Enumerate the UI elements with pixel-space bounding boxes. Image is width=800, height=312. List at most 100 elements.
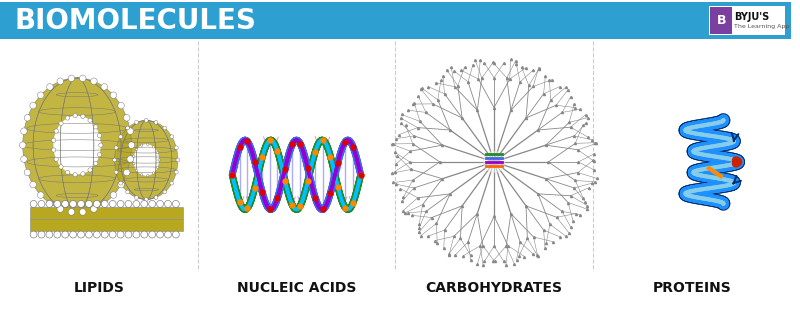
Circle shape — [30, 201, 37, 207]
Circle shape — [88, 168, 92, 172]
Circle shape — [173, 201, 179, 207]
Text: The Learning App: The Learning App — [734, 24, 790, 29]
Ellipse shape — [114, 120, 178, 199]
Circle shape — [118, 102, 124, 109]
Circle shape — [66, 116, 70, 120]
Circle shape — [157, 166, 158, 168]
Circle shape — [101, 84, 107, 90]
Circle shape — [141, 231, 148, 238]
Circle shape — [59, 121, 63, 125]
Ellipse shape — [22, 78, 131, 212]
Circle shape — [157, 151, 158, 154]
Text: B: B — [717, 14, 726, 27]
Circle shape — [133, 201, 140, 207]
Circle shape — [38, 231, 45, 238]
Circle shape — [30, 102, 36, 109]
Circle shape — [54, 231, 61, 238]
Circle shape — [109, 231, 116, 238]
Circle shape — [141, 201, 148, 207]
Circle shape — [57, 78, 63, 85]
Text: BYJU'S: BYJU'S — [734, 12, 770, 22]
Ellipse shape — [134, 144, 159, 176]
Circle shape — [94, 125, 98, 129]
Circle shape — [154, 120, 158, 124]
Circle shape — [118, 181, 124, 188]
Circle shape — [154, 196, 158, 199]
Circle shape — [38, 192, 44, 198]
Circle shape — [126, 190, 130, 194]
Circle shape — [66, 170, 70, 174]
Circle shape — [134, 196, 138, 199]
Circle shape — [54, 157, 58, 161]
Circle shape — [113, 158, 117, 162]
Circle shape — [98, 143, 103, 147]
Circle shape — [170, 181, 174, 185]
Text: CARBOHYDRATES: CARBOHYDRATES — [426, 281, 562, 295]
Circle shape — [114, 170, 118, 174]
Circle shape — [46, 231, 53, 238]
Ellipse shape — [54, 115, 101, 175]
Circle shape — [123, 115, 130, 121]
Circle shape — [141, 144, 143, 146]
Circle shape — [126, 126, 130, 130]
Circle shape — [57, 206, 63, 212]
Circle shape — [94, 201, 100, 207]
Circle shape — [51, 138, 56, 142]
Circle shape — [62, 231, 69, 238]
FancyBboxPatch shape — [710, 6, 785, 36]
Circle shape — [123, 169, 130, 176]
Circle shape — [90, 206, 97, 212]
Circle shape — [118, 135, 122, 139]
Circle shape — [78, 201, 85, 207]
Circle shape — [46, 84, 53, 90]
Circle shape — [101, 200, 107, 207]
Circle shape — [94, 231, 100, 238]
Circle shape — [157, 201, 163, 207]
Circle shape — [127, 128, 134, 134]
Text: LIPIDS: LIPIDS — [74, 281, 124, 295]
Circle shape — [157, 231, 163, 238]
Circle shape — [81, 172, 85, 176]
Circle shape — [146, 174, 149, 177]
Circle shape — [141, 173, 143, 176]
Circle shape — [125, 201, 132, 207]
Circle shape — [109, 201, 116, 207]
Circle shape — [73, 173, 78, 177]
Circle shape — [110, 192, 117, 198]
Circle shape — [86, 231, 92, 238]
Circle shape — [135, 148, 138, 151]
Circle shape — [59, 165, 63, 169]
Circle shape — [114, 146, 118, 150]
FancyBboxPatch shape — [710, 7, 732, 34]
Circle shape — [174, 170, 178, 174]
Circle shape — [86, 201, 92, 207]
Circle shape — [30, 181, 36, 188]
FancyBboxPatch shape — [30, 207, 183, 219]
Circle shape — [38, 92, 44, 99]
Circle shape — [81, 114, 85, 119]
Circle shape — [125, 231, 132, 238]
Circle shape — [21, 128, 27, 134]
Circle shape — [165, 231, 171, 238]
FancyBboxPatch shape — [0, 2, 790, 39]
Circle shape — [133, 163, 135, 165]
Circle shape — [127, 156, 134, 162]
Circle shape — [134, 120, 138, 124]
Circle shape — [152, 146, 154, 148]
Ellipse shape — [483, 151, 505, 173]
Circle shape — [73, 114, 78, 118]
Circle shape — [133, 155, 135, 157]
Circle shape — [163, 126, 166, 130]
Circle shape — [46, 200, 53, 207]
Circle shape — [79, 75, 86, 81]
Circle shape — [24, 169, 30, 176]
Circle shape — [174, 146, 178, 150]
Circle shape — [54, 129, 58, 133]
Circle shape — [158, 159, 160, 161]
Circle shape — [165, 201, 171, 207]
Circle shape — [68, 75, 74, 81]
Circle shape — [62, 201, 69, 207]
Circle shape — [70, 201, 77, 207]
Circle shape — [102, 231, 108, 238]
Circle shape — [176, 158, 180, 162]
